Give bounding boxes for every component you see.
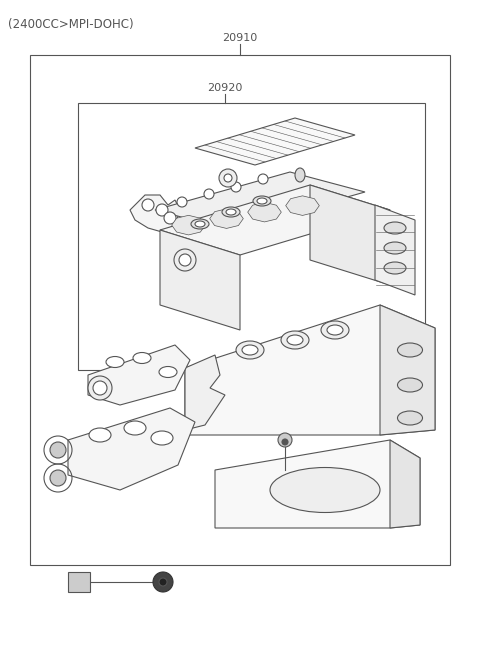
Polygon shape bbox=[210, 209, 243, 229]
Text: (2400CC>MPI-DOHC): (2400CC>MPI-DOHC) bbox=[8, 18, 133, 31]
Circle shape bbox=[159, 578, 167, 586]
Ellipse shape bbox=[124, 421, 146, 435]
Ellipse shape bbox=[159, 367, 177, 377]
Circle shape bbox=[88, 376, 112, 400]
Ellipse shape bbox=[222, 207, 240, 217]
Polygon shape bbox=[68, 408, 195, 490]
Circle shape bbox=[164, 212, 176, 224]
Polygon shape bbox=[286, 196, 319, 215]
Circle shape bbox=[179, 254, 191, 266]
Circle shape bbox=[50, 470, 66, 486]
Polygon shape bbox=[68, 572, 90, 592]
Ellipse shape bbox=[281, 331, 309, 349]
Circle shape bbox=[231, 182, 241, 192]
Polygon shape bbox=[248, 202, 281, 222]
Polygon shape bbox=[185, 305, 435, 435]
Ellipse shape bbox=[327, 325, 343, 335]
Ellipse shape bbox=[242, 345, 258, 355]
Ellipse shape bbox=[384, 262, 406, 274]
Ellipse shape bbox=[226, 209, 236, 215]
Polygon shape bbox=[172, 215, 205, 235]
Circle shape bbox=[177, 197, 187, 207]
Polygon shape bbox=[185, 355, 225, 430]
Circle shape bbox=[278, 433, 292, 447]
Polygon shape bbox=[390, 440, 420, 528]
Circle shape bbox=[153, 572, 173, 592]
Polygon shape bbox=[160, 230, 240, 330]
Ellipse shape bbox=[191, 219, 209, 229]
Circle shape bbox=[142, 199, 154, 211]
Polygon shape bbox=[88, 345, 190, 405]
Ellipse shape bbox=[397, 411, 422, 425]
Ellipse shape bbox=[384, 222, 406, 234]
Ellipse shape bbox=[295, 168, 305, 182]
Ellipse shape bbox=[89, 428, 111, 442]
Circle shape bbox=[204, 189, 214, 199]
Circle shape bbox=[282, 439, 288, 445]
Circle shape bbox=[224, 174, 232, 182]
Circle shape bbox=[174, 249, 196, 271]
Polygon shape bbox=[310, 185, 390, 285]
Circle shape bbox=[93, 381, 107, 395]
Circle shape bbox=[50, 442, 66, 458]
Ellipse shape bbox=[384, 242, 406, 254]
Circle shape bbox=[156, 204, 168, 216]
Polygon shape bbox=[155, 172, 365, 230]
Ellipse shape bbox=[236, 341, 264, 359]
Circle shape bbox=[219, 169, 237, 187]
Circle shape bbox=[258, 174, 268, 184]
Ellipse shape bbox=[397, 343, 422, 357]
Ellipse shape bbox=[151, 431, 173, 445]
Text: 20920: 20920 bbox=[207, 83, 243, 93]
Polygon shape bbox=[130, 195, 180, 232]
Ellipse shape bbox=[397, 378, 422, 392]
Polygon shape bbox=[195, 118, 355, 165]
Ellipse shape bbox=[195, 221, 205, 227]
Polygon shape bbox=[380, 305, 435, 435]
Polygon shape bbox=[215, 440, 420, 528]
Text: 20910: 20910 bbox=[222, 33, 258, 43]
Ellipse shape bbox=[270, 468, 380, 512]
Ellipse shape bbox=[287, 335, 303, 345]
Ellipse shape bbox=[253, 196, 271, 206]
Bar bbox=[30, 55, 450, 565]
Ellipse shape bbox=[257, 198, 267, 204]
Ellipse shape bbox=[133, 352, 151, 364]
Ellipse shape bbox=[106, 356, 124, 367]
Bar bbox=[78, 103, 425, 370]
Ellipse shape bbox=[321, 321, 349, 339]
Polygon shape bbox=[160, 185, 390, 255]
Polygon shape bbox=[375, 205, 415, 295]
